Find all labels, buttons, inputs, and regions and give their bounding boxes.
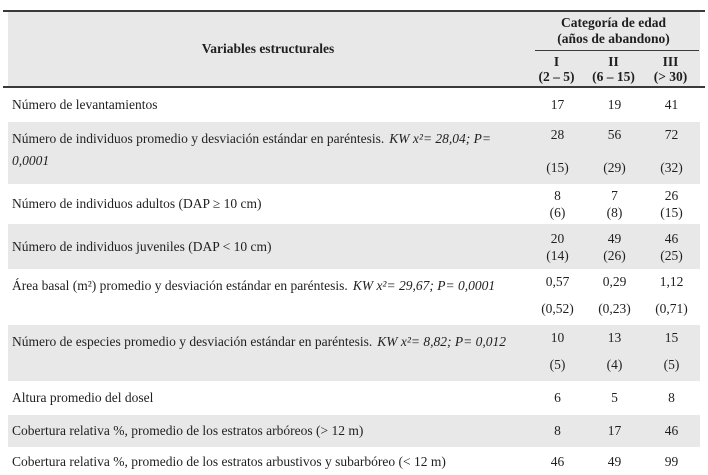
- subcolumn-headers: I (2 – 5) II (6 – 15) III (> 30): [528, 51, 699, 84]
- table-top-rule: [3, 10, 705, 12]
- row-label: Cobertura relativa %, promedio de los es…: [12, 423, 364, 438]
- row-label: Cobertura relativa %, promedio de los es…: [12, 453, 446, 469]
- value-cell: 17: [607, 423, 622, 438]
- table-row: Cobertura relativa %, promedio de los es…: [8, 415, 700, 447]
- table-row: Área basal (m²) promedio y desviación es…: [8, 269, 700, 325]
- variables-column-header: Variables estructurales: [201, 41, 335, 56]
- group-header-underline: [535, 50, 699, 51]
- value-cell: 46 (25): [660, 230, 683, 263]
- subcolumn-header-I: I (2 – 5): [528, 54, 585, 84]
- subcolumn-header-II: II (6 – 15): [585, 54, 642, 84]
- table-row: Número de individuos promedio y desviaci…: [8, 122, 700, 184]
- row-label: Altura promedio del dosel: [12, 390, 154, 405]
- value-cell: 26 (15): [660, 188, 683, 220]
- value-cell: 49 (26): [603, 230, 626, 263]
- value-cell: 56 (29): [603, 127, 626, 175]
- subcol-range: (2 – 5): [538, 69, 575, 84]
- value-cell: 17: [550, 97, 565, 112]
- value-cell: 6: [554, 390, 561, 405]
- table-row: Cobertura relativa %, promedio de los es…: [8, 447, 700, 475]
- value-cell: 20 (14): [546, 230, 569, 263]
- value-cell: 72 (32): [660, 127, 683, 175]
- subcol-range: (> 30): [653, 69, 688, 84]
- group-header-line2: (años de abandono): [557, 31, 670, 46]
- row-label: Número de especies promedio y desviación…: [12, 334, 507, 349]
- value-cell: 13 (4): [606, 330, 623, 372]
- table-body: Número de levantamientos 17 19 41 Número…: [3, 88, 705, 475]
- row-label: Número de individuos adultos (DAP ≥ 10 c…: [12, 196, 262, 211]
- subcol-range: (6 – 15): [592, 69, 635, 84]
- value-cell: 46: [664, 423, 679, 438]
- table-row: Número de individuos adultos (DAP ≥ 10 c…: [8, 184, 700, 224]
- table-row: Número de especies promedio y desviación…: [8, 325, 700, 381]
- value-cell: 0,57 (0,52): [541, 274, 574, 316]
- value-cell: 99: [664, 453, 679, 469]
- row-label: Número de individuos juveniles (DAP < 10…: [12, 238, 272, 254]
- value-cell: 15 (5): [663, 330, 680, 372]
- group-header-title: Categoría de edad (años de abandono): [528, 15, 699, 50]
- table-header: Variables estructurales Categoría de eda…: [8, 12, 700, 86]
- subcol-numeral: I: [553, 54, 560, 69]
- value-cell: 0,29 (0,23): [598, 274, 631, 316]
- value-cell: 46: [550, 453, 565, 469]
- value-cell: 10 (5): [549, 330, 566, 372]
- row-label: Área basal (m²) promedio y desviación es…: [12, 278, 496, 293]
- value-cell: 1,12 (0,71): [655, 274, 688, 316]
- subcol-numeral: II: [608, 54, 619, 69]
- group-header-line1: Categoría de edad: [561, 15, 666, 30]
- structural-variables-table: Variables estructurales Categoría de eda…: [3, 10, 705, 475]
- value-cell: 8: [668, 390, 675, 405]
- table-row: Número de individuos juveniles (DAP < 10…: [8, 224, 700, 269]
- header-bottom-rule: [3, 86, 705, 88]
- value-cell: 49: [607, 453, 622, 469]
- value-cell: 19: [607, 97, 622, 112]
- value-cell: 8 (6): [549, 188, 566, 220]
- table-row: Número de levantamientos 17 19 41: [8, 88, 700, 122]
- subcol-numeral: III: [662, 54, 679, 69]
- table-row: Altura promedio del dosel 6 5 8: [8, 381, 700, 415]
- subcolumn-header-III: III (> 30): [642, 54, 699, 84]
- value-cell: 8: [554, 423, 561, 438]
- value-cell: 41: [664, 97, 679, 112]
- row-label: Número de levantamientos: [12, 97, 158, 112]
- age-category-group-header: Categoría de edad (años de abandono) I (…: [528, 12, 700, 86]
- row-label: Número de individuos promedio y desviaci…: [12, 131, 492, 168]
- value-cell: 5: [611, 390, 618, 405]
- value-cell: 7 (8): [606, 188, 623, 220]
- value-cell: 28 (15): [546, 127, 569, 175]
